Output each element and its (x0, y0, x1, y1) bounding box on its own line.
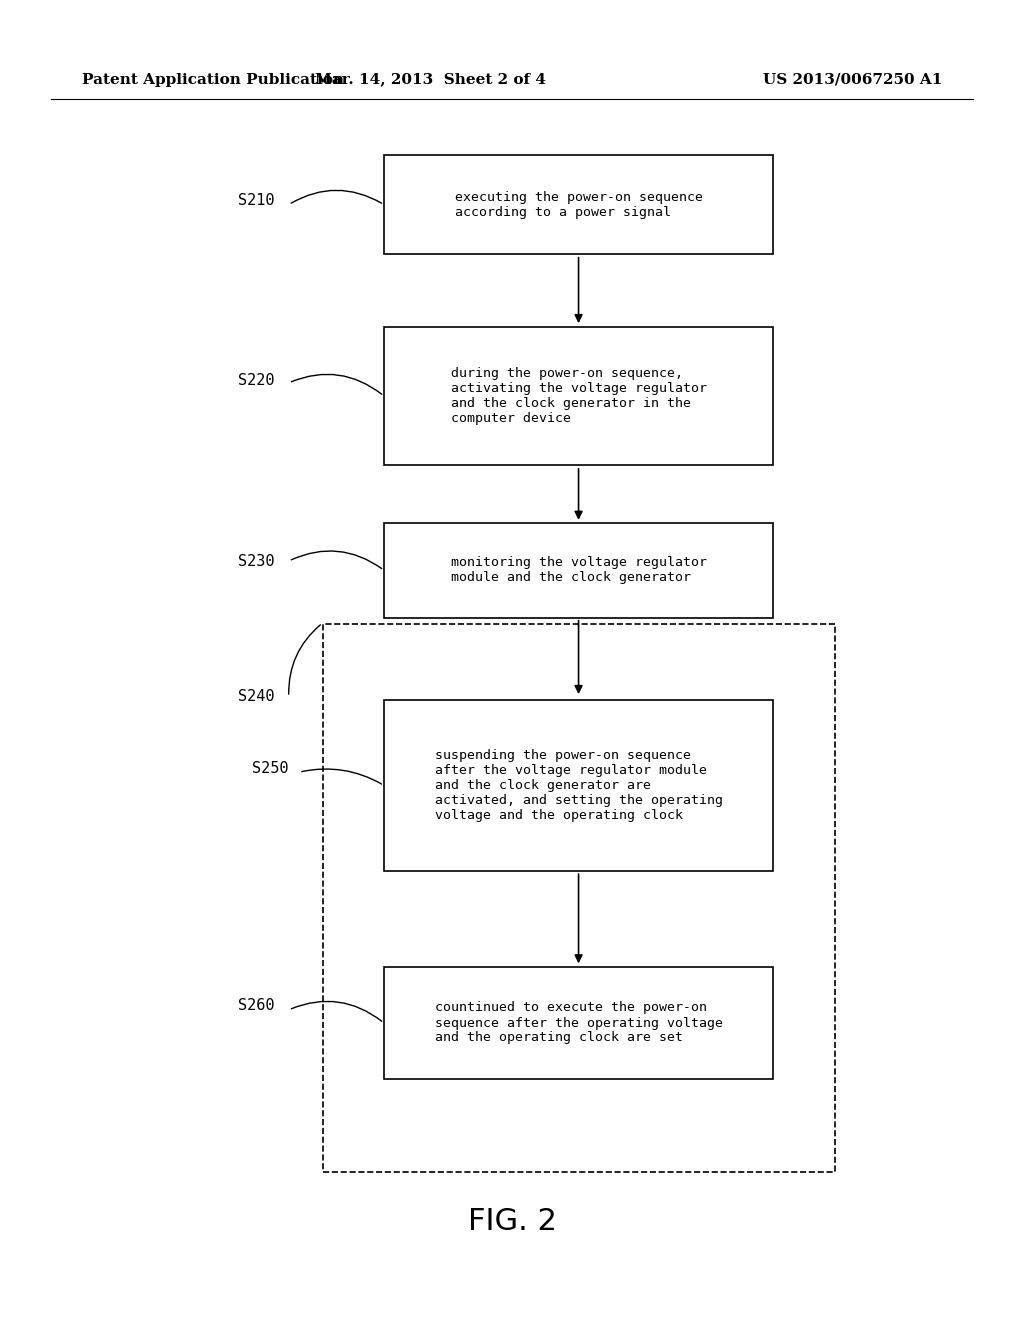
FancyBboxPatch shape (384, 700, 773, 871)
Text: S230: S230 (238, 553, 274, 569)
Text: S210: S210 (238, 193, 274, 209)
Text: S260: S260 (238, 998, 274, 1014)
Text: FIG. 2: FIG. 2 (468, 1206, 556, 1236)
Text: S220: S220 (238, 372, 274, 388)
Text: executing the power-on sequence
according to a power signal: executing the power-on sequence accordin… (455, 190, 702, 219)
FancyBboxPatch shape (384, 156, 773, 253)
FancyBboxPatch shape (384, 523, 773, 618)
FancyBboxPatch shape (384, 966, 773, 1080)
Text: S240: S240 (238, 689, 274, 705)
Text: suspending the power-on sequence
after the voltage regulator module
and the cloc: suspending the power-on sequence after t… (434, 748, 723, 822)
Text: S250: S250 (252, 760, 289, 776)
Text: during the power-on sequence,
activating the voltage regulator
and the clock gen: during the power-on sequence, activating… (451, 367, 707, 425)
Text: Mar. 14, 2013  Sheet 2 of 4: Mar. 14, 2013 Sheet 2 of 4 (314, 73, 546, 87)
Text: countinued to execute the power-on
sequence after the operating voltage
and the : countinued to execute the power-on seque… (434, 1002, 723, 1044)
Text: Patent Application Publication: Patent Application Publication (82, 73, 344, 87)
FancyBboxPatch shape (323, 624, 835, 1172)
Text: monitoring the voltage regulator
module and the clock generator: monitoring the voltage regulator module … (451, 556, 707, 585)
Text: US 2013/0067250 A1: US 2013/0067250 A1 (763, 73, 942, 87)
FancyBboxPatch shape (384, 327, 773, 466)
